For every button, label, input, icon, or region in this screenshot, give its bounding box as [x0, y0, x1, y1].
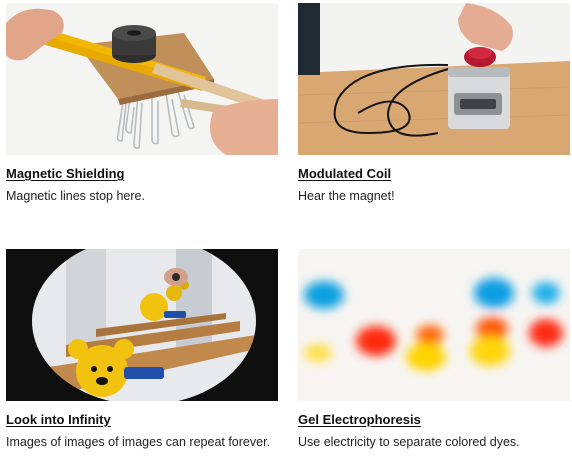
exhibit-description: Magnetic lines stop here. — [6, 189, 145, 203]
exhibit-image-modulated-coil[interactable] — [298, 3, 570, 155]
exhibit-title-link[interactable]: Modulated Coil — [298, 166, 392, 181]
exhibit-description: Use electricity to separate colored dyes… — [298, 435, 520, 449]
exhibit-title-link[interactable]: Look into Infinity — [6, 412, 111, 427]
exhibit-card-look-into-infinity[interactable]: Look into Infinity Images of images of i… — [6, 249, 278, 449]
exhibit-description: Images of images of images can repeat fo… — [6, 435, 271, 449]
exhibit-description: Hear the magnet! — [298, 189, 395, 203]
exhibit-card-magnetic-shielding[interactable]: Magnetic Shielding Magnetic lines stop h… — [6, 3, 278, 203]
exhibit-image-look-into-infinity[interactable] — [6, 249, 278, 401]
exhibit-image-gel-electrophoresis[interactable] — [298, 249, 570, 401]
exhibit-title-link[interactable]: Gel Electrophoresis — [298, 412, 421, 427]
exhibit-image-magnetic-shielding[interactable] — [6, 3, 278, 155]
exhibit-card-modulated-coil[interactable]: Modulated Coil Hear the magnet! — [298, 3, 570, 203]
exhibit-card-gel-electrophoresis[interactable]: Gel Electrophoresis Use electricity to s… — [298, 249, 570, 449]
exhibit-title-link[interactable]: Magnetic Shielding — [6, 166, 125, 181]
